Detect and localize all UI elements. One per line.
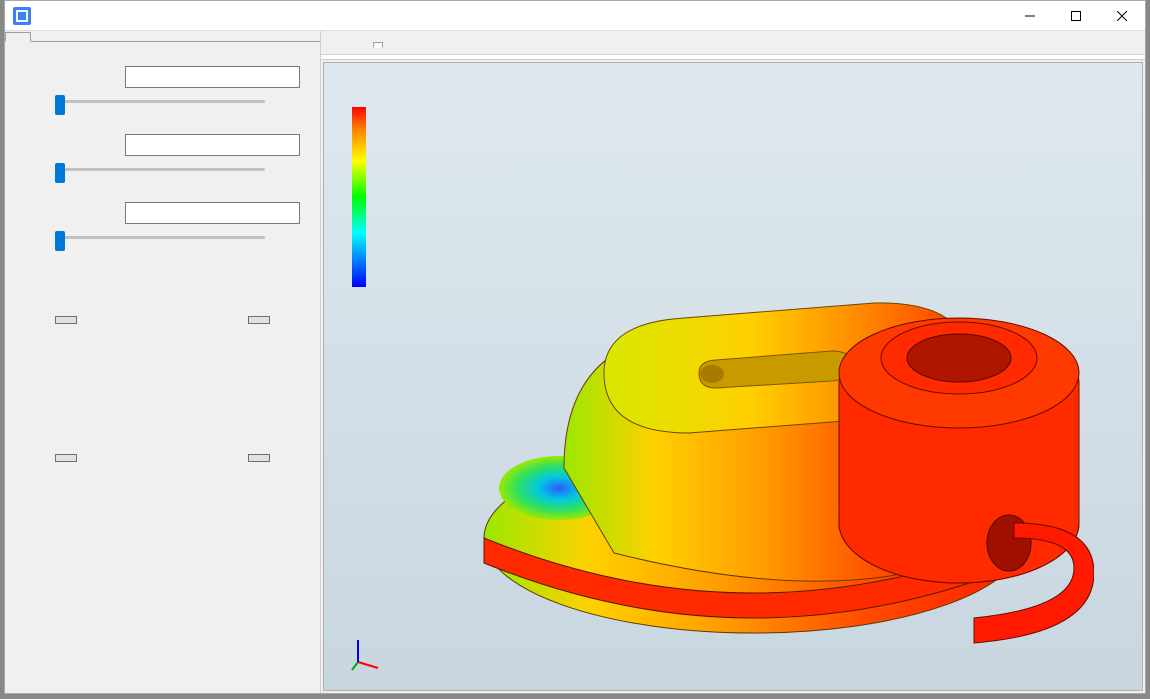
tab-mesh[interactable]	[351, 42, 359, 46]
tab-contour[interactable]	[373, 42, 383, 48]
param-conductivity	[25, 202, 300, 224]
app-icon	[13, 7, 31, 25]
param-specific-heat	[25, 66, 300, 88]
legend-colorbar	[352, 107, 366, 287]
gen-mesh-button[interactable]	[55, 454, 77, 462]
sidebar	[5, 31, 321, 693]
model-render	[454, 223, 1094, 663]
slider-temperature[interactable]	[55, 160, 265, 178]
slider-conductivity[interactable]	[55, 228, 265, 246]
input-specific-heat[interactable]	[125, 66, 300, 88]
color-legend	[352, 103, 456, 287]
legend-ticks	[366, 107, 456, 287]
maximize-button[interactable]	[1053, 1, 1099, 31]
sidebar-tabstrip	[5, 31, 320, 41]
app-window	[4, 0, 1146, 694]
titlebar	[5, 1, 1145, 31]
axis-triad-icon	[348, 636, 384, 672]
minimize-button[interactable]	[1007, 1, 1053, 31]
param-temperature	[25, 134, 300, 156]
input-conductivity[interactable]	[125, 202, 300, 224]
viewport-toolbar	[321, 55, 1145, 60]
tab-geometry[interactable]	[329, 42, 337, 46]
main-tabstrip	[321, 31, 1145, 55]
tab-params[interactable]	[5, 32, 31, 42]
slider-specific-heat[interactable]	[55, 92, 265, 110]
close-button[interactable]	[1099, 1, 1145, 31]
gen-geom-button[interactable]	[55, 316, 77, 324]
clear-geom-button[interactable]	[248, 316, 270, 324]
one-click-button[interactable]	[248, 454, 270, 462]
main-area	[321, 31, 1145, 693]
input-temperature[interactable]	[125, 134, 300, 156]
viewport-3d[interactable]	[323, 62, 1143, 691]
